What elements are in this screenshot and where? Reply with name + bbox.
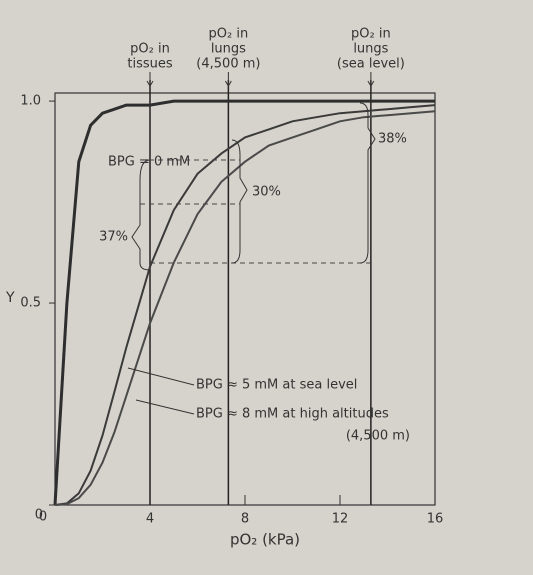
series-label: BPG ≈ 5 mM at sea level — [196, 378, 357, 393]
annotation: 30% — [252, 185, 281, 200]
x-tick-label: 16 — [427, 512, 444, 527]
annotation: 37% — [99, 230, 128, 245]
leader — [135, 399, 195, 415]
arrow — [146, 72, 154, 87]
y-tick-label: 0 — [35, 508, 43, 523]
y-tick-label: 0.5 — [20, 296, 41, 311]
brace — [131, 159, 151, 271]
y-tick-label: 1.0 — [20, 94, 41, 109]
x-axis-label: pO₂ (kPa) — [230, 531, 300, 549]
brace — [359, 102, 376, 264]
brace — [231, 139, 248, 264]
reference-label: lungs — [211, 42, 246, 57]
y-axis-label: Y — [5, 290, 15, 306]
reference-label: (4,500 m) — [196, 57, 260, 72]
series-label: BPG = 0 mM — [108, 155, 190, 170]
arrow — [367, 72, 375, 87]
curve — [54, 110, 436, 506]
series-label: BPG ≈ 8 mM at high altitudes — [196, 407, 389, 422]
reference-label: lungs — [353, 42, 388, 57]
x-tick-label: 12 — [332, 512, 349, 527]
reference-label: (sea level) — [337, 57, 405, 72]
reference-label: tissues — [127, 57, 172, 72]
x-tick-label: 0 — [39, 510, 47, 525]
reference-label: pO₂ in — [209, 27, 249, 42]
x-tick-label: 4 — [146, 512, 154, 527]
reference-label: pO₂ in — [130, 42, 170, 57]
x-tick-label: 8 — [241, 512, 249, 527]
curve — [54, 104, 436, 506]
arrow — [224, 72, 232, 87]
annotation: 38% — [378, 132, 407, 147]
leader — [127, 367, 195, 386]
annotation: (4,500 m) — [346, 429, 410, 444]
reference-label: pO₂ in — [351, 27, 391, 42]
curve — [53, 99, 435, 506]
